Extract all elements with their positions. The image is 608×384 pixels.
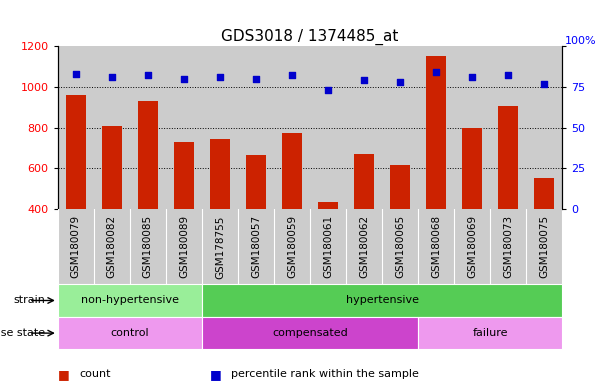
Bar	[390, 166, 410, 209]
Bar	[310, 209, 346, 284]
Bar	[426, 56, 446, 209]
Bar	[534, 178, 554, 209]
Point	[251, 76, 261, 82]
Text: GSM180085: GSM180085	[143, 215, 153, 278]
Point	[287, 73, 297, 79]
Text: percentile rank within the sample: percentile rank within the sample	[231, 369, 419, 379]
Point	[431, 69, 441, 75]
Bar	[274, 209, 310, 284]
Text: 100%: 100%	[565, 36, 597, 46]
Text: failure: failure	[472, 328, 508, 338]
Bar	[58, 46, 94, 209]
Text: ■: ■	[210, 368, 221, 381]
Title: GDS3018 / 1374485_at: GDS3018 / 1374485_at	[221, 28, 399, 45]
Bar	[58, 209, 94, 284]
Bar	[490, 46, 527, 209]
Bar	[202, 284, 562, 317]
Bar	[202, 317, 418, 349]
Bar	[499, 106, 518, 209]
Bar	[318, 202, 338, 209]
Text: disease state: disease state	[0, 328, 46, 338]
Bar	[310, 46, 346, 209]
Bar	[418, 46, 454, 209]
Text: control: control	[111, 328, 149, 338]
Point	[539, 81, 549, 87]
Point	[143, 73, 153, 79]
Bar	[166, 46, 202, 209]
Bar	[102, 126, 122, 209]
Bar	[202, 209, 238, 284]
Bar	[346, 209, 382, 284]
Bar	[282, 133, 302, 209]
Bar	[238, 46, 274, 209]
Text: GSM180062: GSM180062	[359, 215, 369, 278]
Text: GSM180065: GSM180065	[395, 215, 405, 278]
Text: compensated: compensated	[272, 328, 348, 338]
Text: strain: strain	[14, 295, 46, 306]
Text: GSM178755: GSM178755	[215, 215, 225, 279]
Bar	[354, 154, 374, 209]
Text: non-hypertensive: non-hypertensive	[81, 295, 179, 306]
Bar	[238, 209, 274, 284]
Point	[107, 74, 117, 80]
Text: GSM180079: GSM180079	[71, 215, 81, 278]
Text: GSM180061: GSM180061	[323, 215, 333, 278]
Bar	[527, 209, 562, 284]
Bar	[94, 46, 130, 209]
Bar	[418, 317, 562, 349]
Point	[179, 76, 188, 82]
Bar	[418, 209, 454, 284]
Text: GSM180073: GSM180073	[503, 215, 513, 278]
Text: GSM180075: GSM180075	[539, 215, 550, 278]
Bar	[58, 284, 202, 317]
Bar	[166, 209, 202, 284]
Text: hypertensive: hypertensive	[346, 295, 419, 306]
Text: GSM180069: GSM180069	[468, 215, 477, 278]
Bar	[454, 209, 490, 284]
Bar	[490, 209, 527, 284]
Point	[359, 77, 369, 83]
Text: GSM180059: GSM180059	[287, 215, 297, 278]
Text: count: count	[79, 369, 111, 379]
Point	[71, 71, 81, 77]
Bar	[94, 209, 130, 284]
Bar	[58, 317, 202, 349]
Text: GSM180082: GSM180082	[107, 215, 117, 278]
Point	[215, 74, 225, 80]
Bar	[346, 46, 382, 209]
Bar	[274, 46, 310, 209]
Text: GSM180089: GSM180089	[179, 215, 189, 278]
Bar	[174, 142, 194, 209]
Bar	[130, 46, 166, 209]
Bar	[382, 46, 418, 209]
Bar	[202, 46, 238, 209]
Point	[468, 74, 477, 80]
Bar	[462, 127, 482, 209]
Text: ■: ■	[58, 368, 69, 381]
Bar	[130, 209, 166, 284]
Bar	[246, 155, 266, 209]
Bar	[527, 46, 562, 209]
Point	[323, 87, 333, 93]
Point	[395, 79, 405, 85]
Bar	[138, 101, 158, 209]
Point	[503, 73, 513, 79]
Bar	[66, 95, 86, 209]
Text: GSM180057: GSM180057	[251, 215, 261, 278]
Bar	[210, 139, 230, 209]
Bar	[454, 46, 490, 209]
Bar	[382, 209, 418, 284]
Text: GSM180068: GSM180068	[431, 215, 441, 278]
